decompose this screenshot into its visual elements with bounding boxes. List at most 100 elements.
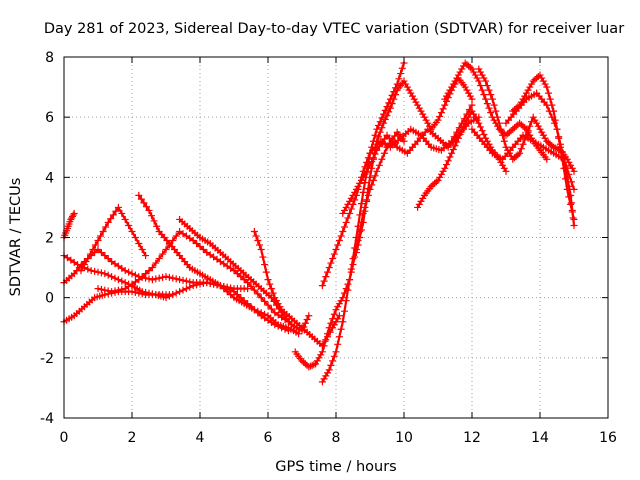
data-point: [446, 153, 454, 161]
data-point: [104, 218, 112, 226]
data-point: [502, 143, 510, 151]
data-point: [329, 315, 337, 323]
data-point: [358, 176, 365, 184]
data-point: [330, 250, 338, 258]
data-point: [339, 209, 347, 217]
data-point: [155, 274, 163, 282]
data-point: [152, 275, 160, 283]
data-point: [344, 200, 352, 208]
data-point: [519, 140, 527, 148]
data-point: [475, 65, 483, 73]
data-point: [437, 170, 445, 178]
data-point: [558, 148, 566, 156]
data-point: [375, 161, 383, 169]
data-point: [264, 301, 272, 309]
x-tick-label: 14: [531, 430, 549, 446]
data-point: [324, 268, 331, 276]
data-point: [368, 158, 376, 166]
data-point: [254, 307, 262, 315]
data-point: [254, 290, 262, 298]
data-point: [412, 98, 420, 106]
data-point: [400, 77, 408, 85]
data-point: [427, 182, 435, 190]
data-point: [488, 95, 496, 103]
data-point: [354, 222, 362, 230]
data-point: [99, 227, 107, 235]
data-point: [504, 130, 512, 138]
data-point: [494, 113, 501, 121]
data-point: [182, 277, 190, 285]
data-point: [94, 237, 102, 245]
data-point: [142, 288, 150, 296]
data-point: [516, 149, 524, 157]
data-point: [436, 173, 444, 181]
data-point: [443, 161, 450, 169]
data-point: [359, 218, 367, 226]
data-point: [335, 333, 343, 341]
data-point: [165, 241, 173, 249]
data-point: [196, 280, 204, 288]
data-point: [543, 101, 551, 109]
data-point: [322, 336, 330, 344]
data-point: [329, 255, 337, 263]
data-point: [193, 281, 201, 289]
data-point: [203, 279, 211, 287]
data-point: [482, 77, 490, 85]
data-point: [165, 292, 173, 300]
data-point: [541, 134, 549, 142]
data-point: [233, 270, 241, 278]
data-point: [439, 105, 447, 113]
data-point: [507, 127, 515, 135]
data-point: [371, 150, 379, 158]
data-point: [451, 77, 459, 85]
data-point: [490, 101, 498, 109]
data-point: [550, 143, 558, 151]
data-point: [274, 300, 282, 308]
data-point: [383, 103, 391, 111]
data-point: [261, 261, 269, 269]
series-track-7: [94, 227, 292, 326]
data-point: [444, 89, 452, 97]
data-point: [407, 89, 415, 97]
data-point: [381, 115, 389, 123]
data-point: [385, 108, 393, 116]
data-point: [138, 288, 146, 296]
data-point: [383, 112, 391, 120]
data-point: [346, 276, 354, 284]
data-point: [101, 270, 109, 278]
data-point: [320, 342, 328, 350]
data-point: [169, 291, 177, 299]
data-point: [373, 137, 381, 145]
data-point: [480, 74, 488, 82]
data-point: [499, 131, 507, 139]
data-point: [227, 291, 235, 299]
data-point: [528, 80, 535, 88]
data-point: [521, 92, 529, 100]
data-point: [342, 297, 350, 305]
data-point: [478, 86, 486, 94]
data-point: [68, 214, 76, 222]
data-point: [339, 294, 347, 302]
data-point: [140, 199, 148, 207]
data-point: [354, 241, 362, 249]
data-point: [104, 255, 112, 263]
data-point: [121, 215, 129, 223]
data-point: [237, 294, 245, 302]
series-line: [294, 131, 406, 368]
data-point: [162, 273, 170, 281]
data-point: [104, 287, 112, 295]
data-point: [257, 246, 265, 254]
data-point: [378, 124, 386, 132]
data-point: [534, 122, 542, 130]
data-point: [271, 294, 279, 302]
data-point: [332, 306, 340, 314]
data-point: [342, 203, 350, 211]
data-point: [463, 61, 471, 69]
data-point: [118, 209, 126, 217]
data-point: [91, 267, 99, 275]
data-point: [526, 122, 534, 130]
data-point: [276, 303, 284, 311]
data-point: [449, 146, 457, 154]
data-point: [371, 131, 379, 139]
